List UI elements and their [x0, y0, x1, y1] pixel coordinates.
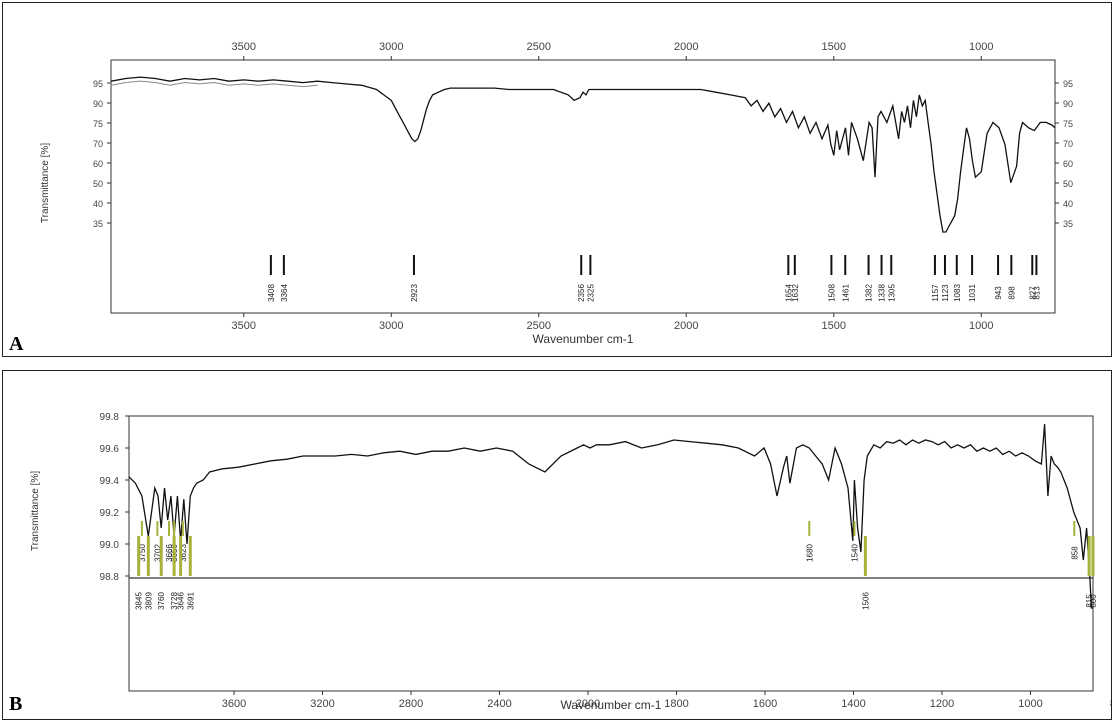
peak-label: 1031 [968, 284, 977, 302]
peak-label: 1123 [941, 284, 950, 302]
x-axis-label: Wavenumber cm-1 [561, 698, 662, 712]
peak-label: 1305 [887, 284, 896, 302]
top-x-tick-label: 1500 [822, 41, 846, 53]
peak-label: 1508 [827, 284, 836, 302]
y-tick-label-left: 90 [93, 99, 103, 109]
peak-label: 1382 [865, 284, 874, 302]
bottom-x-tick-label: 1500 [822, 320, 846, 332]
peak-label-lower: 3845 [135, 592, 144, 610]
peak-label-lower: 3728 [170, 592, 179, 610]
bottom-x-tick-label: 2000 [674, 320, 698, 332]
peak-label: 1632 [791, 284, 800, 302]
peak-label: 827 [1028, 286, 1037, 300]
y-tick-label-left: 40 [93, 199, 103, 209]
peak-label-upper: 3750 [138, 544, 147, 562]
peak-label-lower: 3809 [144, 592, 153, 610]
spectrum-line-a-baseline [110, 80, 318, 88]
bottom-x-tick-label: 3500 [232, 320, 256, 332]
peak-label-upper: 3666 [165, 544, 174, 562]
y-tick-label-left: 35 [93, 219, 103, 229]
peak-label: 1654 [784, 284, 793, 302]
y-tick-label: 99.0 [100, 540, 120, 551]
peak-label-lower: 800 [1089, 594, 1098, 608]
peak-label: 1083 [953, 284, 962, 302]
peak-label: 1461 [841, 284, 850, 302]
peak-label: 813 [1032, 286, 1041, 300]
peak-label-lower: 3646 [177, 592, 186, 610]
spectrum-chart-a: 3500 3500 3000 3000 2500 2500 2000 2000 1500 1500… [40, 41, 1073, 346]
y-tick-label-left: 95 [93, 79, 103, 89]
y-tick-label-right: 40 [1063, 199, 1073, 209]
y-tick-label-right: 75 [1063, 119, 1073, 129]
y-tick-label-left: 75 [93, 119, 103, 129]
peak-label: 3408 [267, 284, 276, 302]
peak-label-lower: 3760 [157, 592, 166, 610]
y-tick-label: 99.2 [100, 508, 120, 519]
peak-label-upper: 858 [1070, 546, 1079, 560]
y-tick-label-left: 70 [93, 139, 103, 149]
bottom-x-tick-label: 2500 [527, 320, 551, 332]
spectrum-line-a [110, 76, 1056, 233]
bottom-x-tick-label: 3000 [379, 320, 403, 332]
peak-label-upper: 3623 [179, 544, 188, 562]
x-tick-label: 1200 [930, 698, 954, 710]
peak-label: 943 [994, 286, 1003, 300]
y-tick-label-right: 95 [1063, 79, 1073, 89]
peak-label-lower: 3691 [186, 592, 195, 610]
x-tick-label: 3200 [310, 698, 334, 710]
peak-label-lower: 1506 [861, 592, 870, 610]
top-x-tick-label: 2000 [674, 41, 698, 53]
y-tick-label-right: 50 [1063, 179, 1073, 189]
peak-label: 898 [1007, 286, 1016, 300]
y-tick-label-left: 60 [93, 159, 103, 169]
peak-label-upper: 1680 [805, 544, 814, 562]
y-tick-label-right: 35 [1063, 219, 1073, 229]
y-tick-label: 98.8 [100, 572, 120, 583]
top-x-tick-label: 3000 [379, 41, 403, 53]
spectrum-panel-a: 3500 3500 3000 3000 2500 2500 2000 2000 1500 1500… [2, 2, 1112, 357]
y-tick-label: 99.4 [100, 476, 120, 487]
x-tick-label: 3600 [222, 698, 246, 710]
x-tick-label: 2800 [399, 698, 423, 710]
y-tick-label-left: 50 [93, 179, 103, 189]
plot-frame [110, 59, 1056, 314]
x-tick-label: 1600 [753, 698, 777, 710]
x-tick-label: 1400 [841, 698, 865, 710]
bottom-x-tick-label: 1000 [969, 320, 993, 332]
y-axis-label: Transmittance [%] [40, 143, 51, 223]
peak-label: 1338 [878, 284, 887, 302]
y-tick-label-right: 90 [1063, 99, 1073, 109]
x-axis-label: Wavenumber cm-1 [533, 332, 634, 346]
plot-frame [128, 415, 1094, 692]
panel-label-b: B [9, 693, 23, 715]
peak-label: 1157 [931, 284, 940, 302]
y-tick-label-right: 60 [1063, 159, 1073, 169]
top-x-tick-label: 2500 [527, 41, 551, 53]
x-tick-label: 2400 [487, 698, 511, 710]
peak-label: 3364 [280, 284, 289, 302]
panel-label-a: A [9, 333, 24, 355]
y-tick-label: 99.8 [100, 412, 120, 423]
x-tick-label: 1000 [1018, 698, 1042, 710]
spectrum-line-b [128, 423, 1093, 609]
y-tick-label-right: 70 [1063, 139, 1073, 149]
x-tick-label: 800 [1110, 698, 1111, 710]
y-tick-label: 99.6 [100, 444, 120, 455]
spectrum-panel-b: 3600 3200 2800 2400 2000 1800 1600 1400 1200 1000… [2, 370, 1114, 720]
spectrum-chart-b: 3600 3200 2800 2400 2000 1800 1600 1400 1200 1000… [30, 412, 1114, 712]
x-tick-label: 1800 [664, 698, 688, 710]
x-tick-label: 2000 [576, 698, 600, 710]
peak-label-lower: 815 [1085, 594, 1094, 608]
peak-label: 2923 [410, 284, 419, 302]
peak-label: 2356 [577, 284, 586, 302]
y-axis-label: Transmittance [%] [30, 471, 41, 551]
peak-label-upper: 3702 [153, 544, 162, 562]
top-x-tick-label: 1000 [969, 41, 993, 53]
peak-label: 2325 [586, 284, 595, 302]
top-x-tick-label: 3500 [232, 41, 256, 53]
peak-label-upper: 1540 [850, 544, 859, 562]
